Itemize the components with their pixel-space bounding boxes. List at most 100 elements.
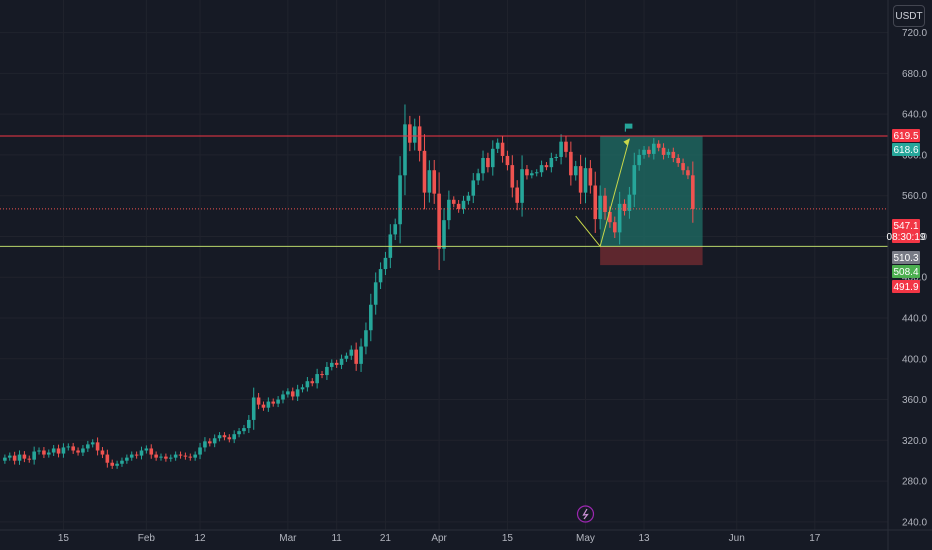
- candle-body: [461, 200, 466, 209]
- candle-body: [369, 304, 373, 331]
- candle-body: [666, 151, 671, 155]
- candle-body: [676, 157, 680, 164]
- x-tick-label: Apr: [431, 533, 447, 544]
- candle-body: [505, 155, 510, 166]
- candle-body: [242, 428, 246, 432]
- candle-body: [276, 399, 280, 404]
- y-tick-label: 480.0: [902, 273, 927, 284]
- candle-body: [681, 163, 685, 171]
- candle-body: [447, 199, 451, 221]
- candle-body: [354, 349, 358, 364]
- y-tick-label: 560.0: [902, 191, 927, 202]
- candle-body: [349, 349, 354, 356]
- candle-body: [27, 458, 32, 460]
- arrow-head: [623, 138, 630, 146]
- candle-body: [442, 220, 446, 249]
- candle-body: [100, 450, 105, 455]
- candle-body: [617, 203, 622, 233]
- y-tick-label: 400.0: [902, 354, 927, 365]
- candle-body: [554, 156, 559, 158]
- price-tag-label: 508.4: [893, 267, 918, 278]
- candle-body: [168, 457, 173, 459]
- candle-body: [266, 401, 271, 408]
- candle-body: [56, 448, 61, 454]
- currency-button[interactable]: USDT: [893, 5, 925, 27]
- candle-body: [37, 450, 41, 452]
- x-tick-label: 15: [502, 533, 514, 544]
- candle-body: [115, 463, 119, 466]
- candle-body: [3, 457, 7, 461]
- candle-body: [71, 446, 75, 451]
- flag-icon: [625, 123, 633, 129]
- candle-body: [251, 397, 256, 420]
- price-tag-label: 618.6: [893, 145, 918, 156]
- candle-body: [193, 454, 197, 458]
- price-tag: [892, 280, 920, 293]
- candle-body: [66, 446, 71, 448]
- candle-body: [110, 462, 115, 466]
- y-tick-label: 320.0: [902, 436, 927, 447]
- price-tag-label: 491.9: [893, 282, 918, 293]
- candle-body: [451, 199, 456, 204]
- candle-body: [569, 151, 573, 176]
- candle-body: [593, 185, 598, 220]
- candle-body: [81, 448, 85, 453]
- x-tick-label: Jun: [729, 533, 745, 544]
- candle-body: [456, 203, 461, 209]
- candle-body: [642, 149, 646, 155]
- x-tick-label: May: [576, 533, 595, 544]
- candle-body: [198, 447, 202, 455]
- candle-body: [408, 124, 412, 143]
- candle-body: [432, 170, 437, 194]
- candle-body: [183, 455, 188, 457]
- candle-body: [76, 450, 80, 453]
- candle-body: [671, 151, 676, 158]
- candle-body: [46, 452, 51, 455]
- candle-body: [476, 173, 480, 181]
- candle-body: [481, 157, 485, 174]
- candle-body: [520, 169, 524, 203]
- candle-body: [383, 257, 388, 270]
- price-tag-label: 547.1: [893, 221, 918, 232]
- lightning-icon[interactable]: [576, 505, 595, 523]
- candle-body: [515, 187, 519, 203]
- candle-body: [686, 170, 690, 176]
- candle-body: [320, 374, 324, 376]
- y-tick-label: 360.0: [902, 395, 927, 406]
- candle-body: [105, 454, 110, 463]
- candle-body: [247, 419, 251, 429]
- candle-body: [564, 141, 568, 152]
- candle-body: [315, 374, 319, 384]
- price-tag: [892, 129, 920, 142]
- price-tag: [892, 265, 920, 278]
- x-tick-label: 15: [58, 533, 70, 544]
- candle-body: [647, 149, 651, 154]
- candle-body: [588, 168, 593, 186]
- y-tick-label: 720.0: [902, 28, 927, 39]
- candle-body: [86, 444, 90, 449]
- candle-body: [417, 126, 422, 151]
- candle-body: [7, 455, 12, 458]
- candle-body: [217, 435, 222, 439]
- candle-body: [300, 387, 305, 390]
- candle-body: [530, 173, 534, 176]
- candle-body: [159, 456, 163, 458]
- candle-body: [222, 435, 227, 438]
- candle-body: [12, 455, 17, 461]
- candle-body: [652, 143, 656, 154]
- candle-body: [539, 165, 544, 173]
- x-tick-label: 17: [809, 533, 821, 544]
- candle-body: [286, 391, 290, 395]
- candle-body: [495, 142, 500, 149]
- candle-body: [510, 165, 515, 188]
- candle-body: [490, 148, 495, 168]
- candle-body: [42, 450, 46, 455]
- candle-body: [544, 165, 549, 168]
- candle-body: [608, 212, 612, 223]
- y-tick-label: 240.0: [902, 517, 927, 528]
- candle-body: [51, 448, 56, 453]
- x-tick-label: 13: [638, 533, 650, 544]
- x-tick-label: Mar: [279, 533, 297, 544]
- candle-body: [61, 447, 66, 454]
